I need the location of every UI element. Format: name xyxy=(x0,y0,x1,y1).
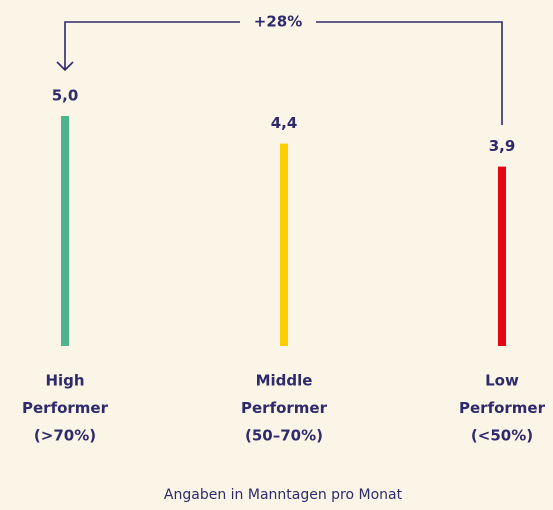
category-label: High xyxy=(45,372,84,390)
value-label: 3,9 xyxy=(489,137,516,155)
category-label: (<50%) xyxy=(471,427,533,445)
bar xyxy=(61,116,69,346)
value-label: 5,0 xyxy=(52,87,79,105)
category-label: Performer xyxy=(22,399,109,417)
bracket-left xyxy=(64,21,240,70)
arrow-head xyxy=(56,61,74,72)
category-label: Middle xyxy=(256,372,313,390)
category-label: (50–70%) xyxy=(245,427,323,445)
category-label: (>70%) xyxy=(34,427,96,445)
value-label: 4,4 xyxy=(271,114,298,132)
bar xyxy=(280,143,288,346)
bar xyxy=(498,166,506,346)
category-label: Low xyxy=(485,372,519,390)
category-label: Performer xyxy=(241,399,328,417)
bracket-right xyxy=(316,21,503,125)
category-label: Performer xyxy=(459,399,546,417)
x-axis-label: Angaben in Manntagen pro Monat xyxy=(164,487,403,503)
comparison-bracket xyxy=(56,21,503,125)
annotation: +28% xyxy=(254,13,302,31)
